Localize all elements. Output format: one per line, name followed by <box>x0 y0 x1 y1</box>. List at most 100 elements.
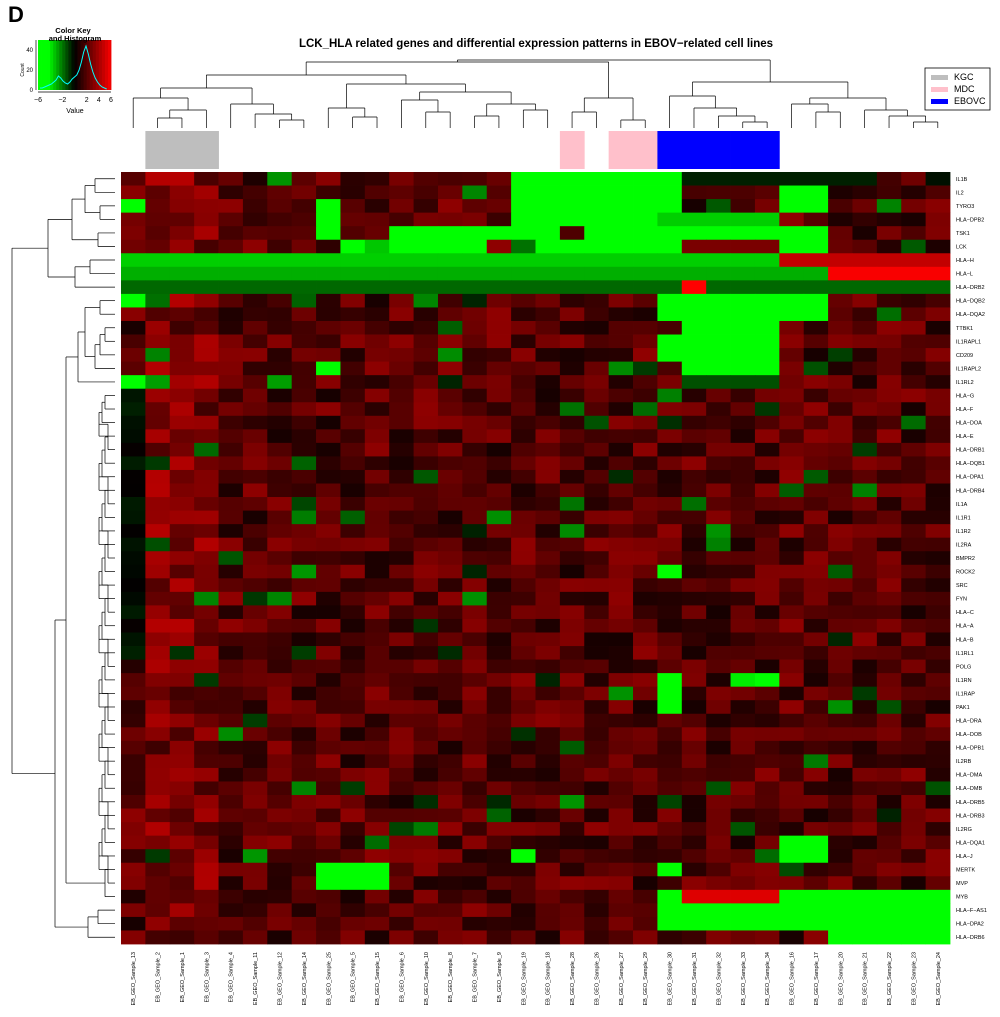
heatmap-cell <box>681 551 707 566</box>
heatmap-cell <box>511 402 536 417</box>
heatmap-cell <box>803 348 829 363</box>
heatmap-cell <box>535 700 561 715</box>
heatmap-cell <box>194 659 219 674</box>
heatmap-cell <box>389 767 414 782</box>
heatmap-cell <box>511 822 536 837</box>
heatmap-cell <box>389 280 414 295</box>
heatmap-cell <box>779 551 805 566</box>
heatmap-cell <box>169 835 195 850</box>
color-key-swatch <box>95 40 100 90</box>
heatmap-cell <box>364 646 390 660</box>
heatmap-cell <box>486 754 512 769</box>
heatmap-cell <box>925 849 951 864</box>
color-key-swatch <box>38 40 42 90</box>
heatmap-cell <box>169 632 195 647</box>
heatmap-cell <box>730 253 756 268</box>
heatmap-cell <box>925 483 951 498</box>
heatmap-cell <box>364 172 390 186</box>
row-label: HLA−DMB <box>956 786 982 792</box>
heatmap-cell <box>316 578 341 593</box>
heatmap-cell <box>925 551 951 566</box>
heatmap-cell <box>779 876 805 891</box>
heatmap-cell <box>169 442 195 457</box>
heatmap-cell <box>876 551 902 566</box>
heatmap-cell <box>511 700 536 715</box>
heatmap-cell <box>779 239 805 254</box>
heatmap-cell <box>608 713 634 728</box>
heatmap-cell <box>364 659 390 674</box>
heatmap-cell <box>828 876 853 891</box>
row-label: IL1RL2 <box>956 380 974 386</box>
heatmap-cell <box>169 808 195 823</box>
heatmap-cell <box>779 348 805 363</box>
heatmap-cell <box>194 253 219 268</box>
heatmap-cell <box>779 185 805 200</box>
heatmap-cell <box>535 591 561 606</box>
heatmap-cell <box>657 483 683 498</box>
color-key-swatch <box>62 40 66 90</box>
heatmap-cell <box>462 876 488 891</box>
row-label: CD209 <box>956 353 973 359</box>
heatmap-cell <box>145 402 171 417</box>
heatmap-cell <box>535 442 561 457</box>
heatmap-cell <box>681 849 707 864</box>
heatmap-cell <box>925 767 951 782</box>
heatmap-cell <box>413 835 439 850</box>
heatmap-cell <box>486 808 512 823</box>
heatmap-cell <box>242 415 268 430</box>
heatmap-cell <box>413 822 439 837</box>
column-group-bar <box>633 131 658 169</box>
heatmap-cell <box>291 876 317 891</box>
heatmap-cell <box>511 320 536 335</box>
heatmap-cell <box>803 835 829 850</box>
heatmap-cell <box>413 361 439 376</box>
heatmap-cell <box>511 375 536 390</box>
heatmap-cell <box>730 767 756 782</box>
heatmap-cell <box>437 361 463 376</box>
heatmap-cell <box>291 280 317 295</box>
heatmap-cell <box>218 700 244 715</box>
heatmap-cell <box>242 402 268 417</box>
heatmap-cell <box>316 835 341 850</box>
heatmap-cell <box>437 388 463 403</box>
heatmap-cell <box>291 172 317 186</box>
heatmap-cell <box>194 564 219 579</box>
heatmap-cell <box>852 754 878 769</box>
heatmap-cell <box>633 280 658 295</box>
heatmap-cell <box>730 361 756 376</box>
heatmap-cell <box>437 402 463 417</box>
heatmap-cell <box>413 551 439 566</box>
heatmap-cell <box>901 808 927 823</box>
heatmap-cell <box>754 591 780 606</box>
heatmap-cell <box>681 348 707 363</box>
heatmap-cell <box>852 239 878 254</box>
heatmap-cell <box>608 442 634 457</box>
row-label: PAK1 <box>956 705 970 711</box>
heatmap-cell <box>681 767 707 782</box>
heatmap-cell <box>925 253 951 268</box>
heatmap-cell <box>364 334 390 349</box>
heatmap-cell <box>779 456 805 471</box>
heatmap-cell <box>437 835 463 850</box>
heatmap-cell <box>559 172 585 186</box>
heatmap-cell <box>145 781 171 796</box>
heatmap-cell <box>584 172 610 186</box>
heatmap-cell <box>169 822 195 837</box>
heatmap-cell <box>901 375 927 390</box>
heatmap-cell <box>925 686 951 701</box>
heatmap-cell <box>803 266 829 281</box>
heatmap-cell <box>754 835 780 850</box>
color-key-swatch <box>89 40 94 90</box>
heatmap-cell <box>657 402 683 417</box>
heatmap-cell <box>364 754 390 769</box>
heatmap-cell <box>901 361 927 376</box>
heatmap-cell <box>706 456 731 471</box>
heatmap-cell <box>145 293 171 308</box>
heatmap-cell <box>535 375 561 390</box>
heatmap-cell <box>608 646 634 660</box>
heatmap-cell <box>779 388 805 403</box>
heatmap-cell <box>559 700 585 715</box>
heatmap-cell <box>291 497 317 511</box>
heatmap-cell <box>145 591 171 606</box>
heatmap-cell <box>730 429 756 444</box>
